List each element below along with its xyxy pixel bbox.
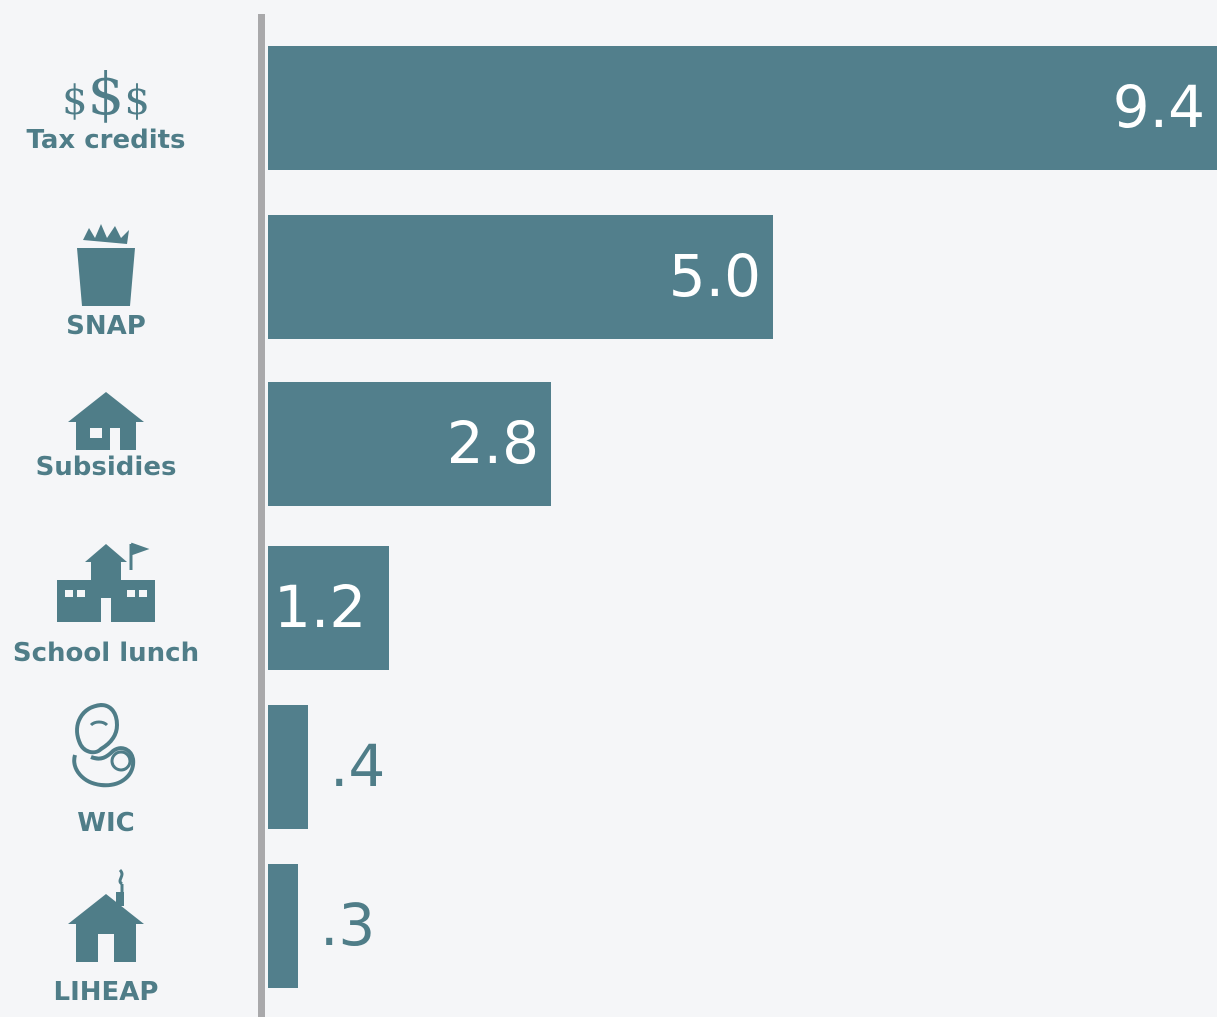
bar-value-label: .4 <box>330 732 386 800</box>
bar-wic <box>268 705 308 829</box>
category-label: Subsidies <box>35 452 177 482</box>
bar-value-label: 9.4 <box>1112 73 1205 141</box>
bar-school-lunch <box>268 546 389 670</box>
dollar-signs-icon: $$$ <box>0 58 212 128</box>
category-label: SNAP <box>66 311 146 341</box>
bar-snap <box>268 215 773 339</box>
bar-value-label: .3 <box>320 891 376 959</box>
bar-subsidies <box>268 382 551 506</box>
category-label: Tax credits <box>26 125 186 155</box>
svg-text:$$$: $$$ <box>62 60 150 128</box>
bar-value-label: 5.0 <box>668 242 761 310</box>
category-label: LIHEAP <box>53 977 159 1007</box>
bar-tax-credits <box>268 46 1217 170</box>
house-icon <box>0 388 212 452</box>
bar-liheap <box>268 864 298 988</box>
school-building-icon <box>0 540 212 624</box>
category-label: WIC <box>77 808 135 838</box>
mother-child-icon <box>0 695 212 795</box>
category-label: School lunch <box>12 638 200 668</box>
y-axis-line <box>258 14 265 1017</box>
bar-value-label: 1.2 <box>274 573 367 641</box>
grocery-bag-icon <box>0 222 212 312</box>
bar-value-label: 2.8 <box>446 409 539 477</box>
house-chimney-icon <box>0 866 212 964</box>
